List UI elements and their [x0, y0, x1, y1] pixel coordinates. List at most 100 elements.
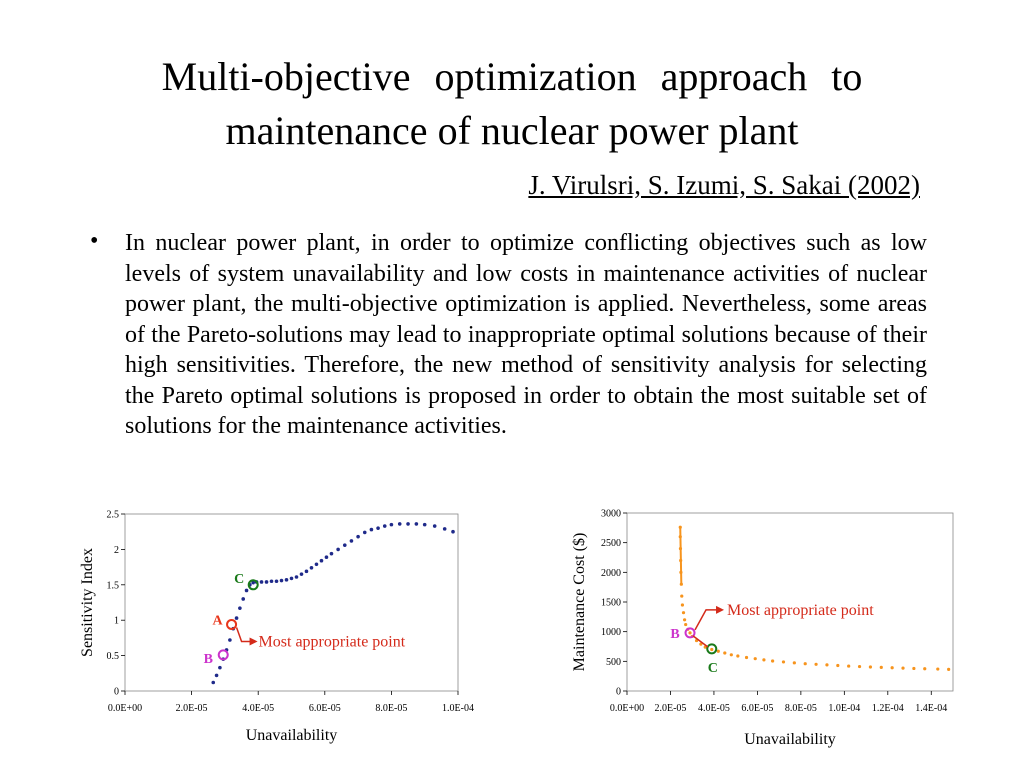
data-point — [688, 631, 692, 635]
annotation-arrow — [235, 627, 252, 643]
y-tick-label: 0.5 — [107, 651, 120, 662]
y-tick-label: 2500 — [601, 538, 621, 549]
data-point — [241, 597, 246, 601]
x-tick-label: 6.0E-05 — [741, 703, 773, 714]
point-label-c: C — [234, 572, 244, 587]
data-point — [442, 527, 447, 531]
data-point — [736, 654, 740, 658]
data-point — [349, 539, 354, 543]
data-point — [299, 572, 304, 576]
point-label-a: A — [212, 613, 223, 628]
data-point — [947, 667, 951, 671]
plot-area-frame — [124, 513, 459, 692]
x-tick-label: 2.0E-05 — [654, 703, 686, 714]
data-point — [329, 551, 334, 556]
data-point — [868, 665, 873, 669]
y-tick-label: 0 — [616, 687, 621, 698]
x-tick-label: 4.0E-05 — [242, 703, 274, 714]
data-point — [836, 663, 840, 668]
data-point — [451, 529, 455, 534]
highlight-point-c — [247, 579, 259, 591]
data-point — [251, 580, 256, 585]
y-tick-label: 2000 — [601, 568, 621, 579]
data-point — [314, 562, 319, 567]
data-point — [259, 580, 264, 584]
data-point — [744, 655, 749, 660]
data-point — [289, 576, 294, 581]
x-tick-label: 4.0E-05 — [698, 703, 730, 714]
data-point — [406, 522, 410, 526]
data-point — [680, 594, 684, 598]
data-point — [923, 667, 927, 671]
data-point — [264, 580, 269, 584]
y-tick-label: 0 — [114, 687, 119, 698]
data-point — [274, 579, 279, 584]
data-point — [214, 673, 219, 678]
x-tick-label: 1.0E-04 — [828, 703, 860, 714]
data-point — [825, 663, 829, 667]
data-point — [716, 649, 720, 653]
x-tick-label: 8.0E-05 — [785, 703, 817, 714]
slide-title-line2: maintenance of nuclear power plant — [225, 108, 799, 153]
point-label-b: B — [670, 627, 679, 642]
data-point — [432, 524, 437, 528]
bullet-marker: • — [90, 228, 99, 254]
data-point — [218, 665, 222, 670]
slide-title-line1: Multi-objective optimization approach to — [161, 54, 863, 99]
data-point — [729, 653, 733, 657]
data-point — [304, 569, 309, 574]
annotation-arrow — [694, 609, 719, 631]
x-tick-label: 1.4E-04 — [915, 703, 947, 714]
x-axis-label: Unavailability — [246, 727, 338, 744]
data-point — [762, 658, 766, 662]
slide-title: Multi-objective optimization approach to… — [80, 50, 944, 158]
data-point — [879, 665, 883, 669]
x-axis-label: Unavailability — [744, 731, 836, 748]
data-point — [279, 578, 284, 583]
highlight-point-b — [217, 649, 229, 661]
body-paragraph: In nuclear power plant, in order to opti… — [125, 230, 927, 439]
data-point — [244, 588, 249, 593]
data-point — [710, 647, 714, 652]
data-point — [414, 522, 419, 526]
data-point — [234, 616, 239, 620]
annotation-arrowhead — [249, 637, 258, 646]
data-point — [362, 530, 367, 535]
data-point — [682, 618, 687, 622]
b-to-c-connector — [692, 635, 709, 648]
x-tick-label: 6.0E-05 — [309, 703, 341, 714]
data-point — [228, 638, 232, 642]
y-tick-label: 1000 — [601, 627, 621, 638]
y-tick-label: 2 — [114, 545, 119, 556]
author-citation: J. Virulsri, S. Izumi, S. Sakai (2002) — [528, 170, 920, 200]
x-tick-label: 1.2E-04 — [872, 703, 904, 714]
data-point — [269, 579, 274, 584]
data-point — [814, 662, 818, 666]
data-point — [382, 524, 387, 528]
data-point — [890, 666, 894, 670]
data-point — [397, 522, 402, 526]
data-point — [857, 664, 862, 669]
data-point — [238, 606, 242, 610]
data-point-cluster — [679, 527, 683, 585]
annotation-label: Most appropriate point — [727, 602, 874, 619]
data-point — [936, 667, 940, 671]
annotation-arrowhead — [716, 605, 725, 614]
y-tick-label: 1 — [114, 616, 119, 627]
data-point — [342, 543, 347, 547]
point-label-c: C — [708, 661, 718, 676]
highlight-point-b — [684, 627, 696, 639]
data-point — [699, 642, 703, 646]
data-point — [422, 522, 427, 527]
data-point — [681, 611, 686, 615]
data-point — [309, 566, 314, 570]
data-point — [284, 578, 289, 582]
data-point — [803, 662, 807, 666]
x-tick-label: 1.0E-04 — [442, 703, 474, 714]
data-point — [211, 680, 216, 685]
point-label-b: B — [204, 652, 213, 667]
y-tick-label: 500 — [606, 657, 621, 668]
data-point — [369, 527, 374, 532]
data-point — [376, 526, 380, 530]
annotation-label: Most appropriate point — [259, 633, 406, 650]
